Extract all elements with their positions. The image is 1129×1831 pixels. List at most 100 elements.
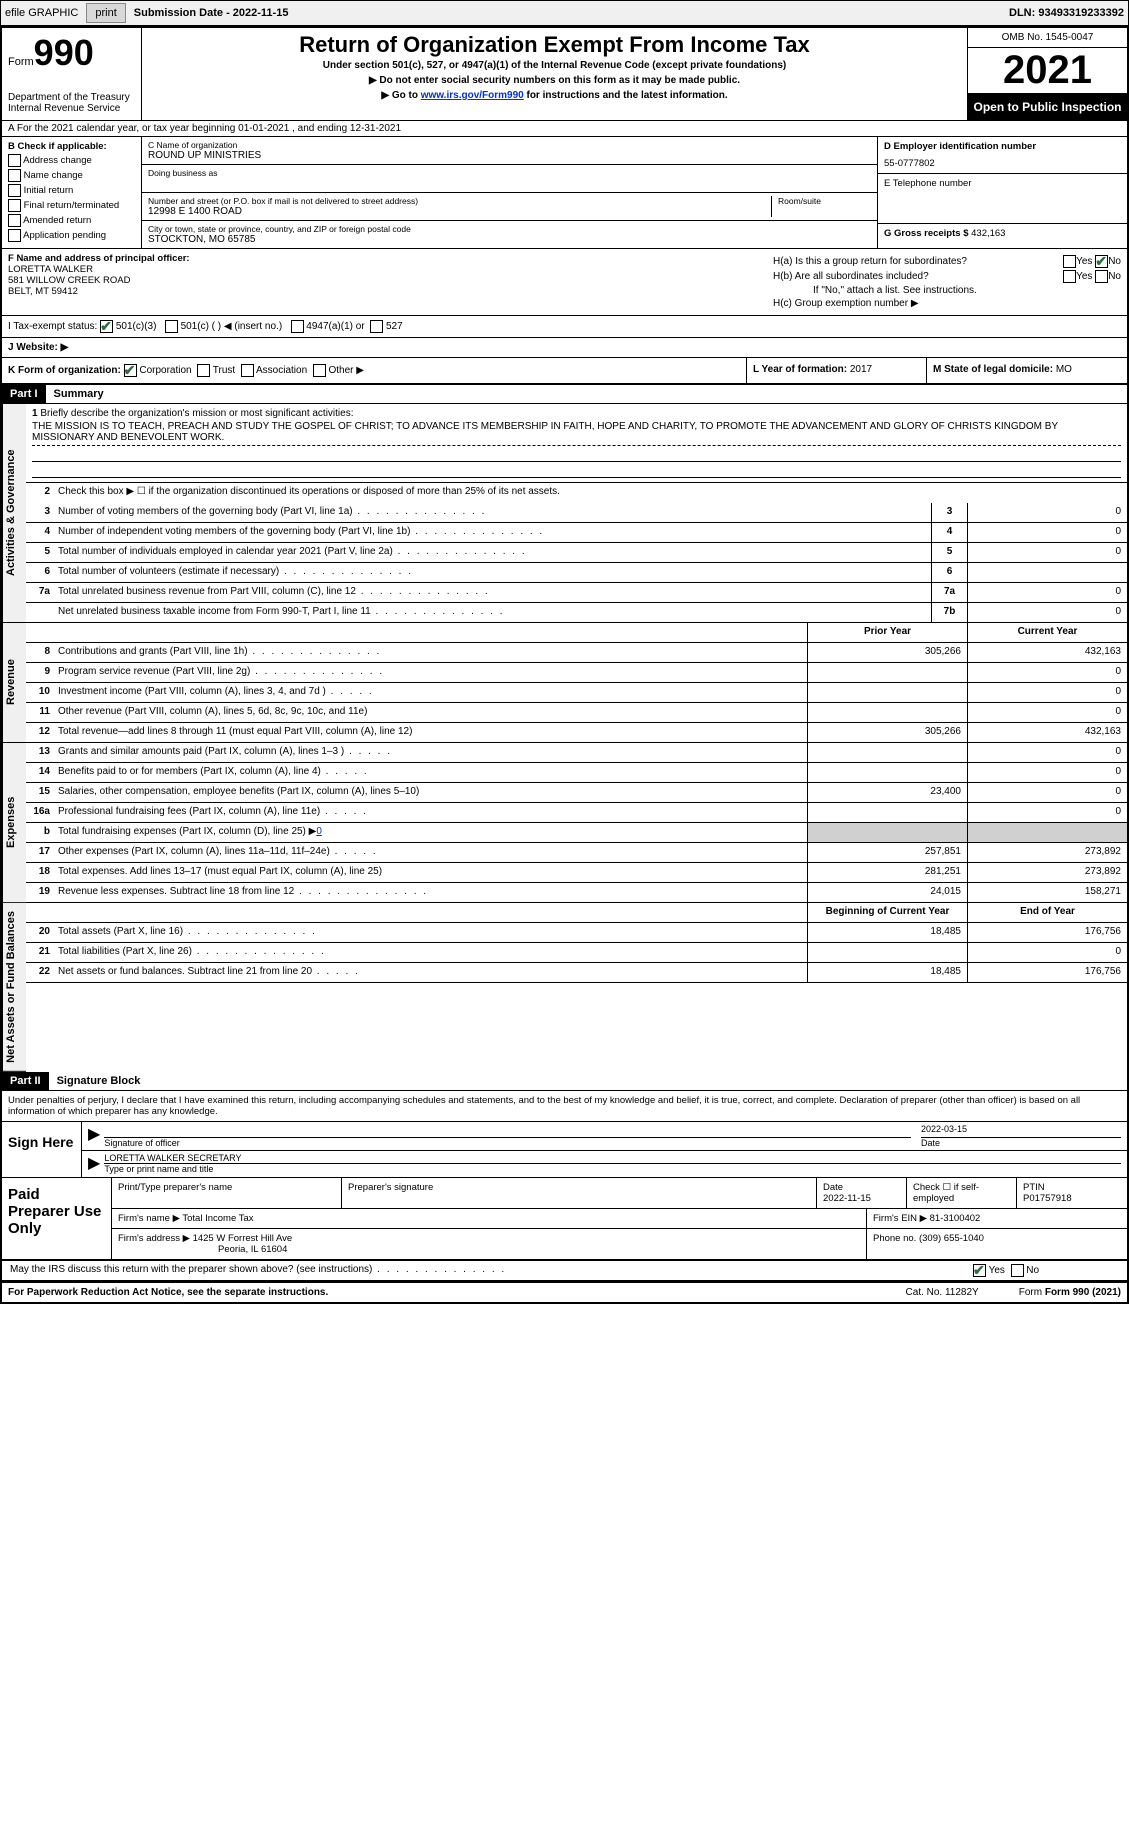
- corp-label: Corporation: [139, 365, 191, 376]
- line8-cy: 432,163: [967, 643, 1127, 662]
- 501c-other-label: 501(c) ( ) ◀ (insert no.): [181, 321, 283, 332]
- dln-label: DLN: 93493319233392: [1009, 7, 1124, 19]
- line7a-desc: Total unrelated business revenue from Pa…: [54, 583, 931, 602]
- cb-amended[interactable]: Amended return: [8, 214, 135, 227]
- net-assets-section: Net Assets or Fund Balances Beginning of…: [2, 903, 1127, 1072]
- street-label: Number and street (or P.O. box if mail i…: [148, 196, 771, 206]
- gross-receipts-value: 432,163: [971, 228, 1005, 239]
- firm-addr-2: Peoria, IL 61604: [218, 1244, 287, 1255]
- prep-date-val: 2022-11-15: [823, 1193, 871, 1204]
- officer-name: LORETTA WALKER: [8, 264, 761, 275]
- line19-py: 24,015: [807, 883, 967, 902]
- line8-py: 305,266: [807, 643, 967, 662]
- cb-other[interactable]: [313, 364, 326, 377]
- goto-pre: ▶ Go to: [381, 90, 420, 101]
- irs-label: Internal Revenue Service: [8, 103, 135, 114]
- hc-label: H(c) Group exemption number ▶: [773, 298, 919, 309]
- side-revenue: Revenue: [2, 623, 26, 743]
- cb-name-change[interactable]: Name change: [8, 169, 135, 182]
- form-title: Return of Organization Exempt From Incom…: [150, 32, 959, 58]
- typed-name-val: LORETTA WALKER SECRETARY: [104, 1153, 1121, 1164]
- room-label: Room/suite: [778, 196, 871, 206]
- cb-final-return[interactable]: Final return/terminated: [8, 199, 135, 212]
- line22-ey: 176,756: [967, 963, 1127, 982]
- sig-arrow-icon-2: ▶: [88, 1153, 100, 1175]
- discuss-no: No: [1026, 1265, 1039, 1276]
- b-heading: B Check if applicable:: [8, 141, 135, 152]
- cb-527[interactable]: [370, 320, 383, 333]
- cb-trust[interactable]: [197, 364, 210, 377]
- final-label: Final return/terminated: [24, 200, 120, 211]
- line3-val: 0: [967, 503, 1127, 522]
- city-value: STOCKTON, MO 65785: [148, 234, 871, 245]
- line16b-desc: Total fundraising expenses (Part IX, col…: [54, 823, 807, 842]
- revenue-section: Revenue Prior YearCurrent Year 8Contribu…: [2, 623, 1127, 743]
- form-subtitle: Under section 501(c), 527, or 4947(a)(1)…: [150, 60, 959, 71]
- cb-corp[interactable]: [124, 364, 137, 377]
- assoc-label: Association: [256, 365, 307, 376]
- line11-py: [807, 703, 967, 722]
- tax-year: 2021: [968, 48, 1127, 94]
- line16a-desc: Professional fundraising fees (Part IX, …: [54, 803, 807, 822]
- pending-label: Application pending: [23, 230, 106, 241]
- line18-desc: Total expenses. Add lines 13–17 (must eq…: [54, 863, 807, 882]
- line14-cy: 0: [967, 763, 1127, 782]
- prep-name-label: Print/Type preparer's name: [112, 1178, 342, 1208]
- sign-here-label: Sign Here: [2, 1122, 82, 1177]
- cb-501c3[interactable]: [100, 320, 113, 333]
- line21-by: [807, 943, 967, 962]
- line17-desc: Other expenses (Part IX, column (A), lin…: [54, 843, 807, 862]
- cb-501c-other[interactable]: [165, 320, 178, 333]
- ha-yes: Yes: [1076, 256, 1092, 267]
- irs-link[interactable]: www.irs.gov/Form990: [421, 90, 524, 101]
- expenses-section: Expenses 13Grants and similar amounts pa…: [2, 743, 1127, 903]
- line13-py: [807, 743, 967, 762]
- cb-discuss-yes[interactable]: [973, 1264, 986, 1277]
- side-activities: Activities & Governance: [2, 404, 26, 623]
- cb-4947[interactable]: [291, 320, 304, 333]
- part2-header: Part II: [2, 1072, 49, 1090]
- check-self-employed: Check ☐ if self-employed: [907, 1178, 1017, 1208]
- line7a-val: 0: [967, 583, 1127, 602]
- cb-discuss-no[interactable]: [1011, 1264, 1024, 1277]
- line18-py: 281,251: [807, 863, 967, 882]
- form-header: Form990 Department of the Treasury Inter…: [2, 28, 1127, 121]
- line16b-link[interactable]: 0: [316, 826, 322, 837]
- cb-initial-return[interactable]: Initial return: [8, 184, 135, 197]
- current-year-header: Current Year: [967, 623, 1127, 642]
- line20-by: 18,485: [807, 923, 967, 942]
- ptin-val: P01757918: [1023, 1193, 1072, 1204]
- firm-name-label: Firm's name ▶: [118, 1213, 180, 1224]
- ssn-note: ▶ Do not enter social security numbers o…: [150, 75, 959, 86]
- hb-note: If "No," attach a list. See instructions…: [773, 285, 1121, 296]
- cb-assoc[interactable]: [241, 364, 254, 377]
- 4947-label: 4947(a)(1) or: [306, 321, 364, 332]
- line14-py: [807, 763, 967, 782]
- org-name-label: C Name of organization: [148, 140, 871, 150]
- line14-desc: Benefits paid to or for members (Part IX…: [54, 763, 807, 782]
- line15-py: 23,400: [807, 783, 967, 802]
- line22-desc: Net assets or fund balances. Subtract li…: [54, 963, 807, 982]
- cb-app-pending[interactable]: Application pending: [8, 229, 135, 242]
- activities-section: Activities & Governance 1 Briefly descri…: [2, 404, 1127, 623]
- line5-desc: Total number of individuals employed in …: [54, 543, 931, 562]
- firm-phone-val: (309) 655-1040: [919, 1233, 984, 1244]
- form-number: Form990: [8, 32, 135, 74]
- column-b-checkboxes: B Check if applicable: Address change Na…: [2, 137, 142, 248]
- print-button[interactable]: print: [86, 3, 125, 23]
- line6-desc: Total number of volunteers (estimate if …: [54, 563, 931, 582]
- column-h-group: H(a) Is this a group return for subordin…: [767, 249, 1127, 315]
- line7b-val: 0: [967, 603, 1127, 622]
- ein-value: 55-0777802: [884, 158, 1121, 169]
- hb-yes: Yes: [1076, 271, 1092, 282]
- sig-date-val: 2022-03-15: [921, 1124, 1121, 1138]
- sig-intro: Under penalties of perjury, I declare th…: [2, 1091, 1127, 1122]
- open-public-badge: Open to Public Inspection: [968, 94, 1127, 120]
- sig-date-label: Date: [921, 1138, 1121, 1148]
- paperwork-notice: For Paperwork Reduction Act Notice, see …: [8, 1287, 328, 1298]
- form-num-990: 990: [34, 32, 94, 73]
- line17-py: 257,851: [807, 843, 967, 862]
- form-word: Form: [8, 56, 34, 68]
- cb-address-change[interactable]: Address change: [8, 154, 135, 167]
- line15-cy: 0: [967, 783, 1127, 802]
